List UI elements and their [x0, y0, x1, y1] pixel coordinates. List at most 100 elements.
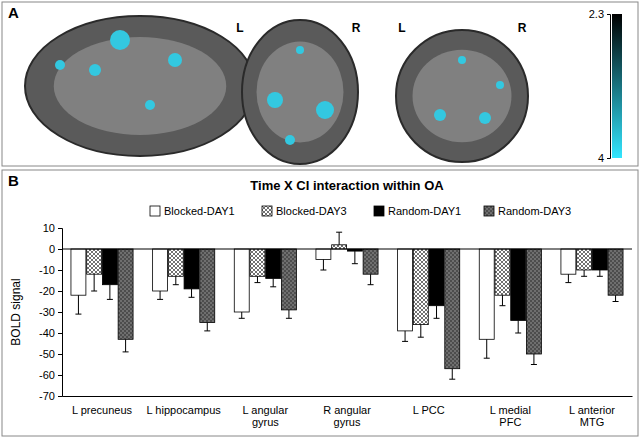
y-tick-label: -40: [39, 327, 55, 339]
y-tick-label: -70: [39, 390, 55, 402]
x-axis: L precuneus L hippocampus L angulargyrus R …: [63, 396, 633, 428]
zero-line: [62, 249, 632, 250]
error-bar: [531, 354, 537, 365]
bar: [118, 249, 133, 339]
legend-label: Random-DAY1: [388, 205, 461, 217]
bar: [266, 249, 281, 278]
y-tick: 0: [49, 243, 62, 255]
y-tick-label: -50: [39, 348, 55, 360]
bar: [561, 249, 576, 274]
activation-blob: [55, 60, 65, 70]
x-tick-label: L hippocampus: [147, 404, 222, 416]
bar: [250, 249, 265, 276]
bar: [363, 249, 378, 274]
error-bar: [189, 289, 195, 297]
x-tick-label: R angulargyrus: [323, 404, 371, 429]
y-tick-mark: [58, 270, 62, 271]
brain-slice: [25, 16, 255, 156]
y-tick-label: -20: [39, 285, 55, 297]
bar: [168, 249, 183, 276]
bar: [281, 249, 296, 310]
error-bar: [123, 339, 129, 352]
legend-swatch: [374, 206, 384, 216]
colorbar-tick-label: 2.3: [589, 8, 604, 20]
x-tick: L anteriorMTG: [569, 396, 615, 428]
error-bar: [484, 339, 490, 358]
bar: [87, 249, 102, 274]
figure: ALRLR2.34BTime X CI interaction within O…: [0, 0, 640, 438]
y-tick: -30: [39, 306, 62, 318]
error-bar: [157, 291, 163, 299]
activation-blob: [458, 56, 466, 64]
error-bar: [254, 276, 260, 282]
brain-slice-inner: [413, 50, 512, 142]
x-tick-label: L angulargyrus: [243, 404, 289, 429]
legend-item: Blocked-DAY1: [150, 205, 235, 217]
panel-a-frame: [2, 2, 638, 166]
activation-blob: [434, 109, 446, 121]
error-bar: [75, 295, 81, 314]
x-tick-label: L medialPFC: [490, 404, 531, 429]
error-bar: [336, 232, 342, 245]
legend-label: Blocked-DAY1: [164, 205, 235, 217]
legend-item: Random-DAY3: [484, 205, 571, 217]
x-tick-label: L PCC: [413, 404, 445, 416]
legend-item: Blocked-DAY3: [262, 205, 347, 217]
bar: [445, 249, 460, 369]
error-bar: [597, 270, 603, 276]
activation-blob: [145, 100, 155, 110]
activation-blob: [479, 112, 491, 124]
x-tick: L precuneus: [72, 396, 133, 416]
y-tick-mark: [58, 312, 62, 313]
legend-label: Blocked-DAY3: [276, 205, 347, 217]
error-bar: [613, 295, 619, 301]
y-axis-title: BOLD signal: [9, 278, 23, 345]
error-bar: [368, 274, 374, 285]
legend-label: Random-DAY3: [498, 205, 571, 217]
activation-blob: [89, 64, 101, 76]
y-tick-mark: [58, 333, 62, 334]
brain-slice-inner: [257, 42, 344, 143]
activation-blob: [267, 92, 283, 108]
y-tick-label: -30: [39, 306, 55, 318]
colorbar-tick: 4: [598, 152, 610, 164]
x-tick: L hippocampus: [147, 396, 222, 416]
plot-area: [62, 232, 632, 379]
legend-swatch: [262, 206, 272, 216]
bar: [71, 249, 86, 295]
y-tick-mark: [58, 291, 62, 292]
activation-blob: [285, 135, 295, 145]
bar: [332, 245, 347, 249]
bar: [398, 249, 413, 331]
y-tick-mark: [58, 375, 62, 376]
error-bar: [107, 285, 113, 300]
y-tick-label: -10: [39, 264, 55, 276]
colorbar-tick-label: 4: [598, 152, 604, 164]
error-bar: [239, 312, 245, 318]
bar: [592, 249, 607, 270]
colorbar-tick: 2.3: [589, 8, 610, 20]
side-label: R: [518, 21, 527, 35]
bar: [479, 249, 494, 339]
error-bar: [286, 310, 292, 318]
bar: [608, 249, 623, 295]
x-axis-line: [63, 396, 633, 397]
bar: [429, 249, 444, 306]
side-label: L: [236, 21, 243, 35]
bar: [413, 249, 428, 325]
y-tick-label: 10: [43, 222, 55, 234]
chart-title: Time X CI interaction within OA: [250, 178, 444, 193]
y-tick: -60: [39, 369, 62, 381]
panel-b-frame: [2, 170, 638, 436]
bar: [153, 249, 168, 291]
y-axis: -70 -60 -50 -40 -30 -20 -10 0 10: [39, 222, 62, 402]
side-label: L: [398, 21, 405, 35]
activation-blob: [296, 46, 304, 54]
side-label: R: [352, 21, 361, 35]
error-bar: [515, 320, 521, 333]
error-bar: [581, 270, 587, 276]
y-tick-mark: [58, 228, 62, 229]
error-bar: [565, 274, 571, 282]
error-bar: [173, 276, 179, 284]
error-bar: [91, 274, 97, 291]
